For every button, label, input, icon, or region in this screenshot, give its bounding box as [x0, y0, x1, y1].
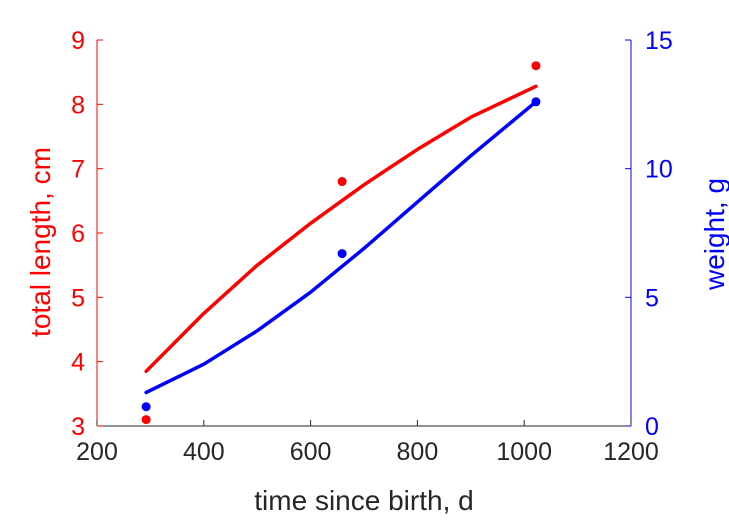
- axes: [96, 39, 632, 427]
- y-left-tick-label: 8: [71, 91, 85, 119]
- y-left-tick-label: 5: [71, 284, 85, 312]
- length-data-point: [141, 415, 151, 425]
- length-fit-curve: [144, 84, 538, 374]
- y-left-tick-label: 6: [71, 220, 85, 248]
- weight-data-point: [141, 402, 151, 412]
- y-right-tick-label: 10: [645, 156, 673, 184]
- y-right-tick-label: 5: [645, 284, 659, 312]
- y-left-tick-label: 7: [71, 156, 85, 184]
- y-left-tick-label: 4: [71, 349, 85, 377]
- x-tick-label: 400: [183, 438, 225, 466]
- y-right-tick-label: 15: [645, 27, 673, 55]
- tick-labels: 200 400 600 800 1000 1200 3 4 5 6 7 8 9 0 5 10 15: [71, 27, 673, 466]
- fit-curves: [144, 84, 538, 395]
- length-data-point: [531, 61, 541, 71]
- x-tick-label: 800: [397, 438, 439, 466]
- x-tick-label: 600: [290, 438, 332, 466]
- x-tick-label: 1000: [496, 438, 552, 466]
- weight-fit-curve: [144, 100, 538, 395]
- data-points: [141, 61, 541, 425]
- y-axis-left-label: total length, cm: [25, 147, 56, 337]
- length-data-point: [337, 177, 347, 187]
- y-left-tick-label: 3: [71, 413, 85, 441]
- y-axis-right-label: weight, g: [699, 178, 729, 291]
- weight-data-point: [531, 97, 541, 107]
- x-tick-label: 1200: [603, 438, 659, 466]
- x-tick-label: 200: [76, 438, 118, 466]
- weight-data-point: [337, 249, 347, 259]
- y-left-tick-label: 9: [71, 27, 85, 55]
- x-axis-label: time since birth, d: [254, 485, 473, 516]
- y-right-tick-label: 0: [645, 413, 659, 441]
